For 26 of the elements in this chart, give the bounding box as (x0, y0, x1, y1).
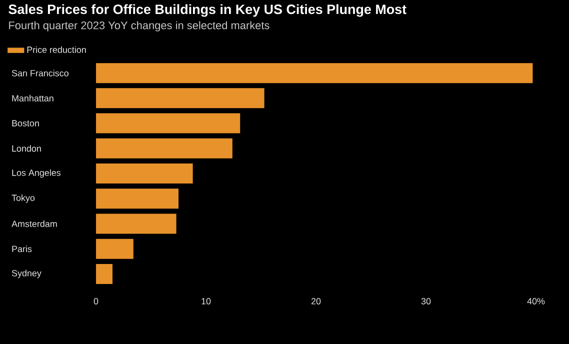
bar (96, 264, 113, 284)
bar (96, 238, 134, 259)
y-tick-label: Sydney (12, 270, 42, 278)
bar (96, 214, 176, 234)
y-tick-label: Los Angeles (12, 169, 61, 178)
x-tick-label: 0 (94, 298, 98, 304)
chart-title: Sales Prices for Office Buildings in Key US Cities Plunge Most (8, 4, 406, 17)
bar (96, 164, 193, 184)
y-tick-label: Tokyo (12, 194, 35, 203)
x-tick-label: 40% (527, 298, 545, 304)
bar (96, 188, 179, 209)
legend-label: Price reduction (27, 46, 86, 53)
x-tick-label: 20 (311, 298, 321, 304)
y-tick-label: Manhattan (12, 94, 54, 102)
x-tick-label: 30 (421, 298, 431, 304)
chart-subtitle: Fourth quarter 2023 YoY changes in selected markets (9, 21, 270, 32)
y-tick-label: San Francisco (12, 70, 68, 76)
bar (96, 138, 232, 158)
bar (96, 63, 533, 84)
bar (96, 113, 240, 134)
y-tick-label: Paris (12, 246, 32, 252)
x-tick-label: 10 (202, 298, 211, 304)
y-tick-label: Boston (12, 120, 39, 126)
y-tick-label: London (12, 145, 41, 152)
y-tick-label: Amsterdam (12, 220, 57, 228)
bar (96, 88, 264, 108)
